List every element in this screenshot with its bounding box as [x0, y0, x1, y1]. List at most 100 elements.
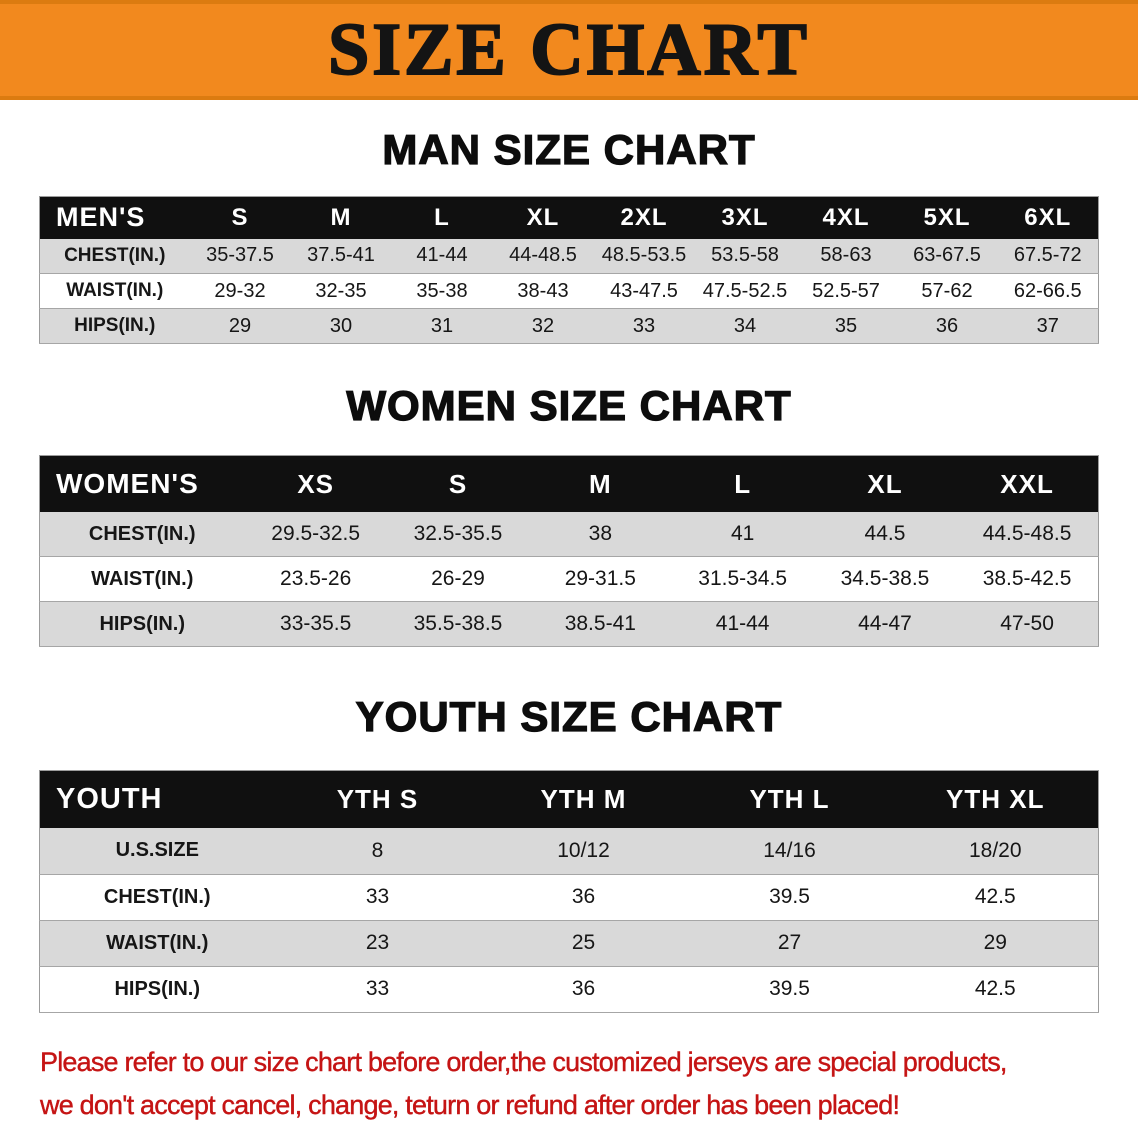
- value-cell: 38.5-42.5: [982, 567, 1072, 591]
- value-cell: 27: [777, 931, 802, 955]
- size-header-cell: YTH M: [480, 770, 687, 829]
- value-cell: 34.5-38.5: [840, 567, 930, 591]
- table-row: HIPS(IN.) 33 36 39.5 42.5: [39, 966, 1099, 1013]
- youth-section: YOUTH SIZE CHART YOUTH YTH S YTH M YTH L YTH…: [0, 693, 1138, 1013]
- size-header-cell: S: [189, 196, 291, 239]
- order-notice-line1: Please refer to our size chart before or…: [40, 1046, 1008, 1077]
- size-header-cell: L: [391, 196, 493, 239]
- value-cell: 32.5-35.5: [413, 522, 503, 546]
- value-cell: 35.5-38.5: [413, 612, 503, 636]
- youth-heading: YOUTH SIZE CHART: [355, 693, 783, 741]
- value-cell: 57-62: [921, 279, 973, 302]
- table-header-row: WOMEN'S XS S M L XL XXL: [39, 455, 1099, 512]
- value-cell: 33: [632, 314, 656, 337]
- value-cell: 41-44: [715, 612, 770, 636]
- table-row: CHEST(IN.) 35-37.5 37.5-41 41-44 44-48.5 48.5…: [39, 238, 1099, 274]
- size-header-cell: 3XL: [694, 196, 796, 239]
- table-header-row: MEN'S S M L XL 2XL 3XL 4XL 5XL 6XL: [39, 196, 1099, 239]
- value-cell: 32: [531, 314, 555, 337]
- value-cell: 32-35: [315, 279, 367, 302]
- value-cell: 18/20: [968, 838, 1022, 862]
- value-cell: 39.5: [769, 977, 810, 1001]
- value-cell: 29: [228, 314, 252, 337]
- table-row: WAIST(IN.) 23 25 27 29: [39, 920, 1099, 967]
- value-cell: 25: [571, 931, 596, 955]
- size-header-cell: YTH XL: [892, 770, 1099, 829]
- value-cell: 44-48.5: [509, 244, 577, 267]
- table-row: WAIST(IN.) 29-32 32-35 35-38 38-43 43-47.5 47.…: [39, 273, 1099, 309]
- order-notice: Please refer to our size chart before or…: [40, 1041, 1138, 1128]
- order-notice-line2: we don't accept cancel, change, teturn o…: [40, 1090, 900, 1121]
- value-cell: 29: [983, 931, 1007, 955]
- table-row: HIPS(IN.) 33-35.5 35.5-38.5 38.5-41 41-44 44-…: [39, 601, 1099, 647]
- value-cell: 8: [371, 838, 384, 862]
- table-row: WAIST(IN.) 23.5-26 26-29 29-31.5 31.5-34.5 34…: [39, 556, 1099, 602]
- size-header-cell: XXL: [956, 455, 1099, 512]
- value-cell: 47-50: [1000, 612, 1054, 636]
- value-cell: 10/12: [557, 838, 610, 862]
- value-cell: 42.5: [974, 977, 1016, 1001]
- value-cell: 44.5: [864, 522, 906, 546]
- size-header-cell: S: [386, 455, 530, 512]
- womens-heading: WOMEN SIZE CHART: [346, 382, 792, 430]
- value-cell: 44-47: [858, 612, 912, 636]
- value-cell: 14/16: [763, 838, 816, 862]
- size-header-cell: XL: [813, 455, 957, 512]
- row-label-cell: CHEST(IN.): [88, 522, 196, 545]
- value-cell: 30: [329, 314, 353, 337]
- row-label-cell: HIPS(IN.): [74, 315, 156, 337]
- value-cell: 33-35.5: [280, 612, 352, 636]
- size-header-cell: YTH L: [686, 770, 893, 829]
- value-cell: 36: [571, 885, 596, 909]
- size-header-cell: M: [529, 455, 672, 512]
- value-cell: 36: [571, 977, 596, 1001]
- value-cell: 38.5-41: [564, 612, 636, 636]
- value-cell: 29-31.5: [564, 567, 636, 591]
- row-label-cell: WAIST(IN.): [66, 280, 164, 302]
- size-header-cell: 6XL: [997, 196, 1099, 239]
- table-title-cell: MEN'S: [39, 196, 190, 239]
- value-cell: 44.5-48.5: [982, 522, 1072, 546]
- page-title: SIZE CHART: [327, 9, 810, 91]
- value-cell: 48.5-53.5: [601, 244, 687, 267]
- row-label-cell: WAIST(IN.): [106, 931, 209, 954]
- table-row: CHEST(IN.) 29.5-32.5 32.5-35.5 38 41 44.5 44.5…: [39, 511, 1099, 557]
- value-cell: 37.5-41: [307, 244, 375, 267]
- value-cell: 35: [834, 314, 858, 337]
- table-title-cell: WOMEN'S: [39, 455, 245, 512]
- value-cell: 52.5-57: [812, 279, 880, 302]
- banner: SIZE CHART: [0, 0, 1138, 100]
- row-label-cell: WAIST(IN.): [91, 567, 194, 590]
- value-cell: 41-44: [416, 244, 468, 267]
- womens-size-table: WOMEN'S XS S M L XL XXL CHEST(IN.) 29.5-32.5 32.5…: [39, 455, 1099, 648]
- row-label-cell: CHEST(IN.): [64, 244, 166, 266]
- value-cell: 31: [430, 314, 454, 337]
- value-cell: 36: [935, 314, 959, 337]
- value-cell: 42.5: [974, 885, 1016, 909]
- value-cell: 47.5-52.5: [702, 279, 788, 302]
- value-cell: 38-43: [517, 279, 569, 302]
- size-header-cell: YTH S: [274, 770, 481, 829]
- value-cell: 23.5-26: [280, 567, 352, 591]
- mens-heading: MAN SIZE CHART: [382, 126, 756, 174]
- youth-size-table: YOUTH YTH S YTH M YTH L YTH XL U.S.SIZE 8 10/12…: [39, 769, 1099, 1013]
- table-row: U.S.SIZE 8 10/12 14/16 18/20: [39, 828, 1099, 875]
- value-cell: 29.5-32.5: [271, 522, 361, 546]
- womens-section: WOMEN SIZE CHART WOMEN'S XS S M L XL XXL CHEST(…: [0, 382, 1138, 648]
- size-header-cell: XL: [492, 196, 594, 239]
- row-label-cell: HIPS(IN.): [99, 612, 186, 635]
- table-row: HIPS(IN.) 29 30 31 32 33 34 35 36 37: [39, 308, 1099, 344]
- value-cell: 58-63: [820, 244, 872, 267]
- value-cell: 63-67.5: [913, 244, 981, 267]
- table-row: CHEST(IN.) 33 36 39.5 42.5: [39, 874, 1099, 921]
- value-cell: 62-66.5: [1013, 279, 1082, 302]
- value-cell: 35-37.5: [206, 244, 274, 267]
- size-header-cell: XS: [244, 455, 387, 512]
- table-title-cell: YOUTH: [39, 770, 275, 829]
- value-cell: 43-47.5: [610, 279, 678, 302]
- value-cell: 38: [588, 522, 612, 546]
- value-cell: 31.5-34.5: [698, 567, 788, 591]
- row-label-cell: HIPS(IN.): [114, 977, 201, 1000]
- size-header-cell: L: [671, 455, 814, 512]
